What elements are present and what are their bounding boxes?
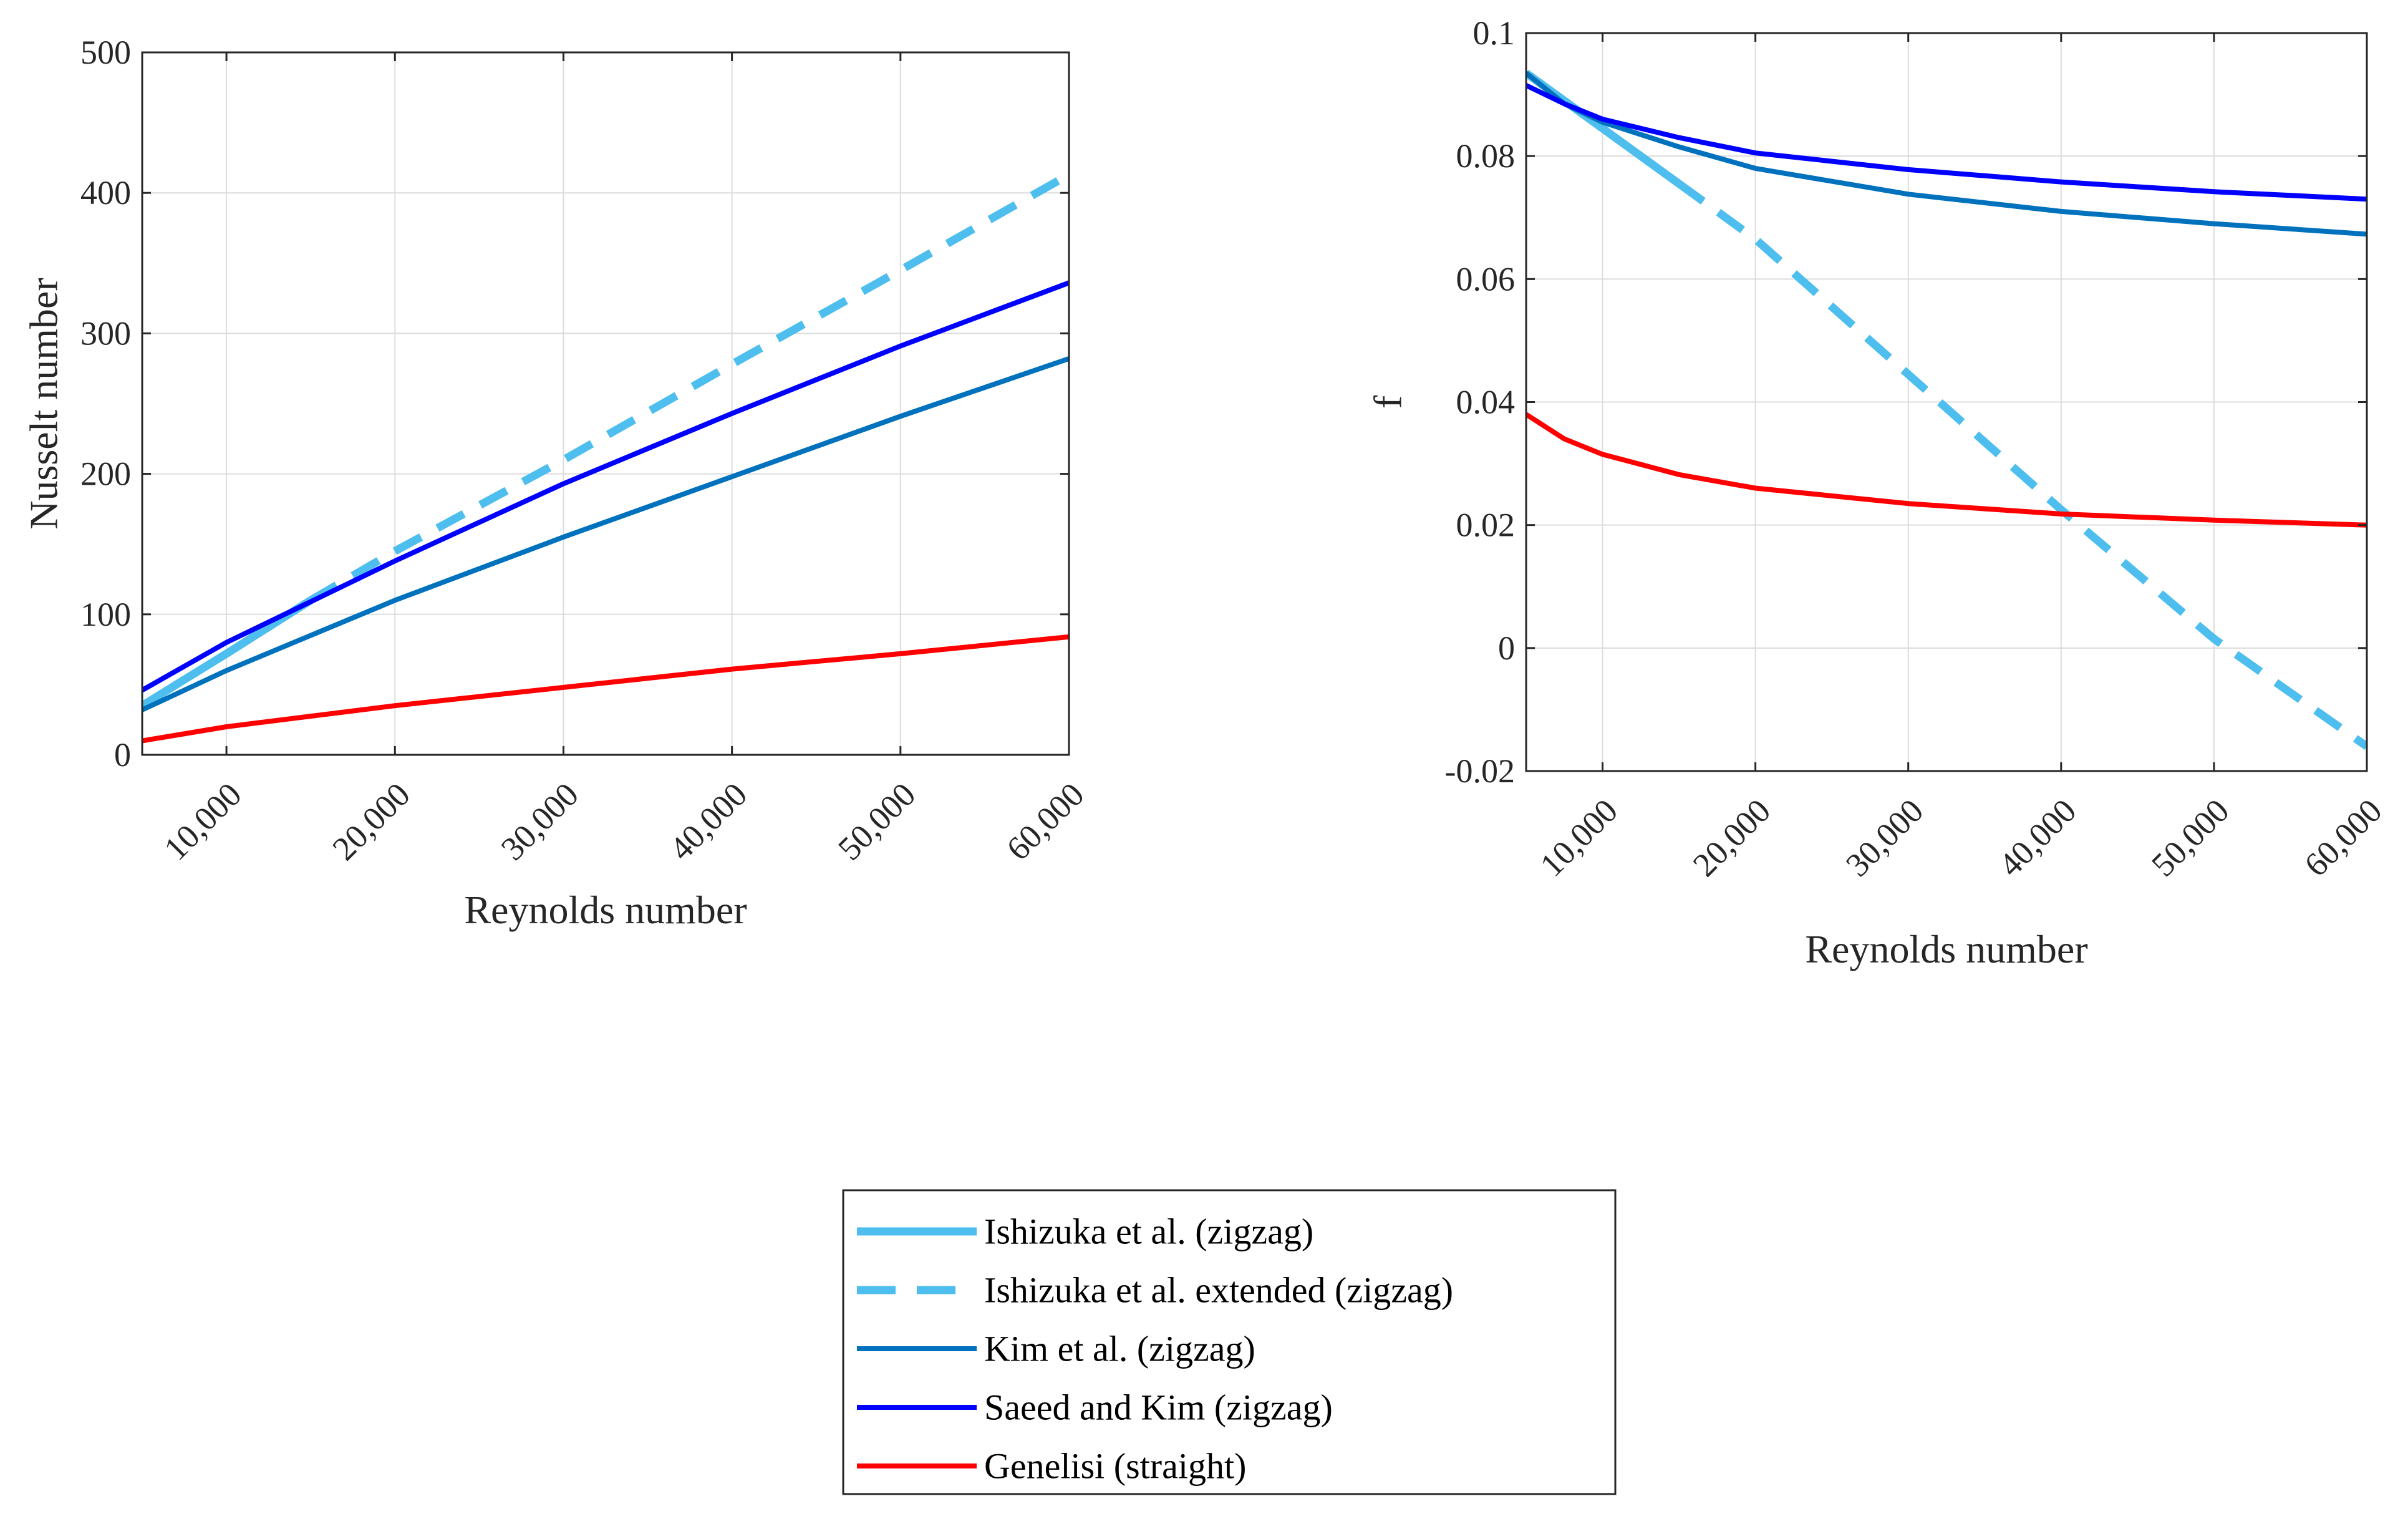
x-tick-label: 10,000	[157, 775, 248, 867]
y-tick-label: 0.02	[1456, 507, 1516, 544]
series-line-saeed-and-kim-zigzag	[142, 280, 1069, 692]
x-tick-label: 20,000	[1686, 792, 1777, 883]
x-tick-label: 30,000	[1839, 792, 1930, 883]
y-tick-label: 0	[1498, 629, 1515, 667]
series-group	[1526, 69, 2367, 750]
series-line-ishizuka-et-al-zigzag	[142, 596, 313, 709]
x-tick-label: 10,000	[1533, 792, 1625, 883]
nusselt-chart: 10,000 20,000 30,000 40,000 50,000 60,000 0 100…	[22, 34, 1091, 932]
plot-area	[142, 52, 1069, 755]
series-line-kim-et-al-zigzag	[142, 356, 1069, 712]
x-tick-label: 60,000	[999, 775, 1091, 867]
y-tick-label: 0.08	[1456, 137, 1516, 175]
friction-factor-chart: 10,000 20,000 30,000 40,000 50,000 60,000 -0.0…	[1366, 14, 2389, 971]
y-tick-label: 300	[80, 314, 131, 352]
y-tick-label: 500	[80, 34, 131, 71]
series-group	[142, 171, 1069, 744]
y-tick-label: 0.06	[1456, 260, 1516, 298]
y-tick-label: 0	[114, 736, 131, 774]
x-tick-label: 50,000	[2144, 792, 2236, 883]
series-line-ishizuka-et-al-extended-zigzag	[308, 171, 1069, 604]
y-tick-label: 0.1	[1473, 14, 1516, 52]
x-axis-label: Reynolds number	[1805, 927, 2087, 971]
legend: Ishizuka et al. (zigzag) Ishizuka et al. …	[842, 1189, 1617, 1495]
y-axis-label: Nusselt number	[22, 278, 66, 530]
legend-label: Genelisi (straight)	[984, 1446, 1246, 1487]
x-tick-label: 40,000	[662, 775, 754, 867]
x-tick-label: 40,000	[1991, 792, 2083, 883]
series-line-genelisi-straight	[1526, 412, 2367, 528]
x-tick-label: 30,000	[494, 775, 586, 867]
legend-box	[842, 1189, 1617, 1495]
x-tick-label: 20,000	[325, 775, 417, 867]
legend-label: Ishizuka et al. extended (zigzag)	[984, 1270, 1453, 1311]
y-tick-label: 100	[80, 596, 131, 633]
legend-label: Kim et al. (zigzag)	[984, 1329, 1255, 1369]
y-tick-label: 0.04	[1456, 384, 1516, 421]
series-line-genelisi-straight	[142, 634, 1069, 744]
x-tick-label: 50,000	[831, 775, 922, 867]
axes-box	[141, 51, 1070, 756]
y-tick-label: 400	[80, 174, 131, 211]
y-tick-label: -0.02	[1445, 752, 1515, 790]
y-axis-label: f	[1366, 395, 1410, 409]
legend-label: Saeed and Kim (zigzag)	[984, 1387, 1333, 1428]
y-tick-label: 200	[80, 455, 131, 493]
x-axis-label: Reynolds number	[464, 888, 747, 932]
legend-label: Ishizuka et al. (zigzag)	[984, 1211, 1313, 1252]
series-line-saeed-and-kim-zigzag	[1526, 83, 2367, 202]
x-tick-label: 60,000	[2297, 792, 2389, 883]
series-line-ishizuka-et-al-extended-zigzag	[1676, 180, 2367, 750]
